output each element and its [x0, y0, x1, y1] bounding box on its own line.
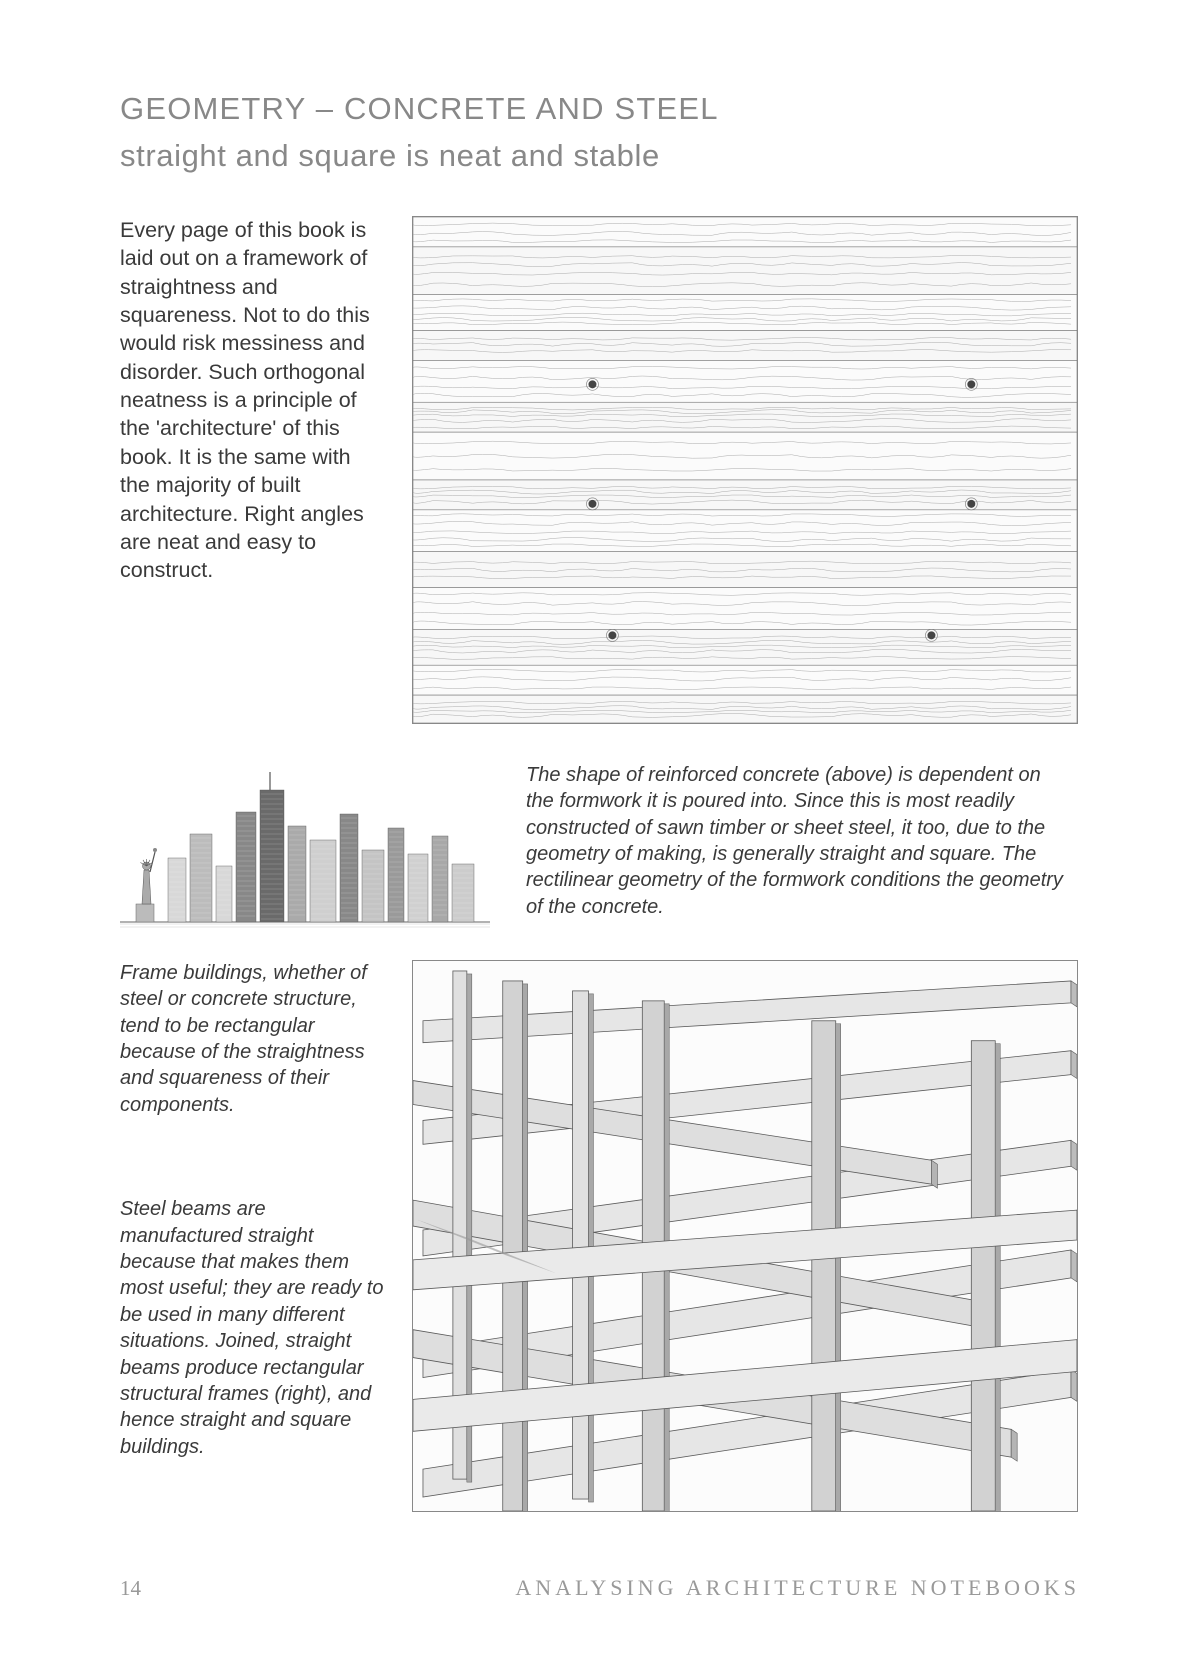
- figure-formwork: [412, 216, 1078, 724]
- caption-frame: Frame buildings, whether of steel or con…: [120, 960, 384, 1118]
- page-number: 14: [120, 1576, 141, 1601]
- row-skyline: The shape of reinforced concrete (above)…: [120, 762, 1080, 930]
- page-heading: GEOMETRY – CONCRETE AND STEEL: [120, 88, 1080, 130]
- figure-skyline: [120, 762, 490, 930]
- book-title: ANALYSING ARCHITECTURE NOTEBOOKS: [515, 1575, 1080, 1601]
- caption-steel: Steel beams are manufactured straight be…: [120, 1196, 384, 1460]
- page-footer: 14 ANALYSING ARCHITECTURE NOTEBOOKS: [120, 1575, 1080, 1601]
- caption-concrete: The shape of reinforced concrete (above)…: [526, 762, 1066, 920]
- intro-paragraph: Every page of this book is laid out on a…: [120, 216, 384, 585]
- row-intro: Every page of this book is laid out on a…: [120, 216, 1080, 724]
- page-subheading: straight and square is neat and stable: [120, 138, 1080, 174]
- row-beams: Frame buildings, whether of steel or con…: [120, 960, 1080, 1512]
- figure-beams: [412, 960, 1078, 1512]
